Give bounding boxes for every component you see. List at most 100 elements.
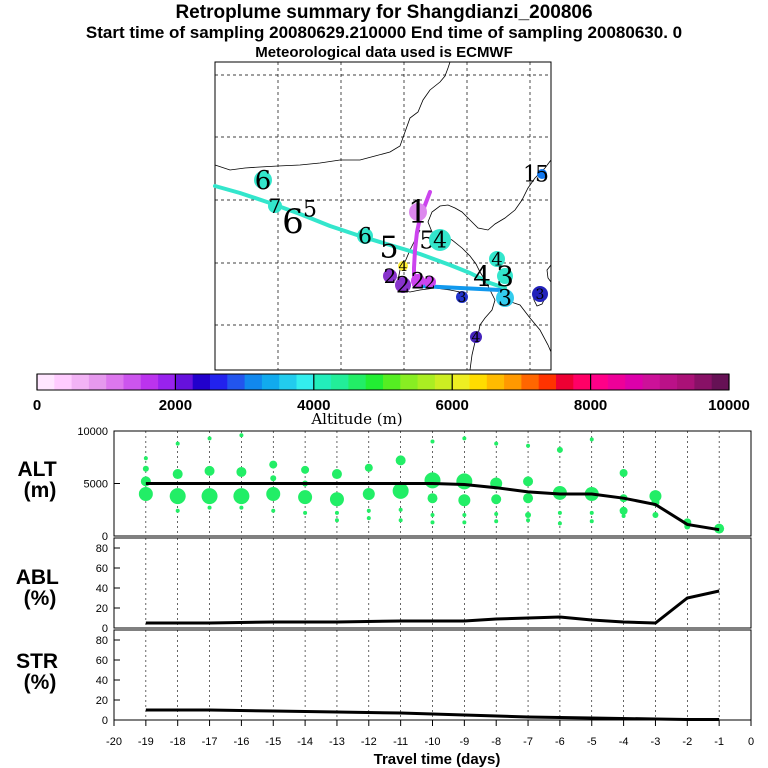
colorbar-cell-39 (711, 374, 730, 390)
colorbar-cell-13 (261, 374, 280, 390)
x-tick-label-5: -15 (265, 736, 281, 748)
map-number-7: 5 (419, 226, 434, 254)
map-number-11: 2 (396, 274, 410, 299)
str-ytick-label-1: 20 (96, 695, 108, 707)
map-marker-0 (254, 171, 272, 189)
str-ytick-label-3: 60 (96, 655, 108, 667)
alt-cluster-dot (233, 488, 250, 505)
alt-cluster-dot (523, 493, 534, 504)
alt-cluster-dot (303, 510, 308, 515)
x-tick-label-12: -8 (491, 736, 501, 748)
colorbar-tick-label-5: 10000 (708, 397, 750, 414)
alt-cluster-dot (207, 505, 212, 510)
abl-grid (145, 538, 720, 628)
map-number-4: 6 (358, 225, 372, 250)
map-number-1: 7 (269, 194, 282, 218)
str-ytick-label-2: 40 (96, 675, 108, 687)
sampling-times: Start time of sampling 20080629.210000 E… (85, 23, 683, 42)
colorbar-cell-35 (642, 374, 661, 390)
x-tick-label-4: -16 (233, 736, 249, 748)
x-tick-label-14: -6 (555, 736, 565, 748)
colorbar-cell-19 (365, 374, 384, 390)
alt-cluster-dot (175, 508, 180, 513)
map-marker-22 (470, 331, 482, 343)
alt-cluster-dot (271, 508, 276, 513)
x-tick-label-18: -2 (682, 736, 692, 748)
x-tick-label-6: -14 (297, 736, 313, 748)
alt-cluster-dot (236, 466, 247, 477)
colorbar-cell-26 (486, 374, 505, 390)
alt-cluster-dot (557, 521, 562, 526)
abl-y-ticks: 0 20 40 60 80 (96, 543, 120, 635)
abl-line (145, 589, 720, 625)
alt-label: ALT (m) (17, 458, 62, 502)
x-tick-label-9: -11 (393, 736, 408, 748)
x-axis-label: Travel time (days) (374, 751, 501, 768)
colorbar-cell-2 (71, 374, 90, 390)
x-tick-label-7: -13 (329, 736, 345, 748)
alt-cluster-dot (334, 510, 339, 515)
alt-cluster-dot (398, 507, 403, 512)
alt-cluster-dot (207, 436, 212, 441)
alt-cluster-dot (525, 512, 532, 518)
alt-ytick-label-1: 5000 (84, 479, 108, 491)
colorbar-cell-20 (383, 374, 401, 390)
colorbar-cell-25 (469, 374, 488, 390)
alt-cluster-dot (142, 465, 149, 472)
alt-cluster-dot (619, 469, 628, 477)
alt-cluster-dot (204, 465, 215, 476)
colorbar-cell-34 (625, 374, 643, 390)
map-number-17: 3 (458, 290, 467, 306)
colorbar-cell-32 (590, 374, 609, 390)
colorbar-tick-label-3: 6000 (436, 397, 469, 414)
x-tick-label-10: -10 (425, 736, 441, 748)
alt-cluster-dot (462, 436, 467, 441)
alt-cluster-dot (362, 488, 375, 500)
x-tick-label-8: -12 (361, 736, 377, 748)
x-tick-label-2: -18 (170, 736, 186, 748)
colorbar-ticks: 0 2000 4000 6000 8000 10000 (33, 374, 750, 414)
map-marker-21 (532, 286, 548, 302)
x-tick-label-13: -7 (523, 736, 533, 748)
map-marker-11 (395, 277, 411, 293)
map-number-3: 5 (303, 198, 317, 223)
colorbar: 0 2000 4000 6000 8000 10000 Altitude (m) (33, 373, 750, 428)
alt-cluster-dot (364, 463, 373, 472)
colorbar-cell-1 (54, 374, 73, 390)
alt-cluster-dot (462, 513, 467, 517)
alt-cluster-dot (427, 493, 438, 504)
alt-cluster-dot (462, 520, 467, 525)
map-number-21: 3 (536, 287, 545, 303)
colorbar-cell-22 (417, 374, 436, 390)
alt-cluster-dot (138, 487, 153, 501)
colorbar-cell-16 (313, 374, 332, 390)
str-line (145, 708, 720, 721)
alt-cluster-dot (395, 455, 406, 466)
alt-cluster-dot (366, 508, 371, 513)
colorbar-label: Altitude (m) (310, 410, 402, 428)
map-number-18: 3 (498, 287, 512, 312)
str-grid (145, 630, 720, 720)
map-marker-1 (268, 199, 282, 213)
alt-cluster-dot (649, 490, 662, 503)
alt-cluster-dot (270, 475, 277, 482)
alt-cluster-dot (652, 512, 659, 518)
colorbar-cell-12 (244, 374, 263, 390)
map-frame (214, 61, 552, 371)
colorbar-cell-4 (106, 374, 124, 390)
colorbar-cell-29 (538, 374, 557, 390)
colorbar-cell-17 (331, 374, 349, 390)
colorbar-cell-31 (573, 374, 592, 390)
colorbar-cell-33 (607, 374, 626, 390)
alt-cluster-dot (329, 492, 344, 507)
alt-cluster-dot (557, 510, 562, 515)
alt-cluster-dot (331, 469, 342, 480)
colorbar-cell-11 (227, 374, 246, 390)
colorbar-cells (37, 374, 730, 390)
alt-cluster-dot (494, 441, 499, 446)
colorbar-cell-23 (434, 374, 453, 390)
colorbar-cell-24 (452, 374, 470, 390)
alt-cluster-dot (239, 433, 244, 438)
